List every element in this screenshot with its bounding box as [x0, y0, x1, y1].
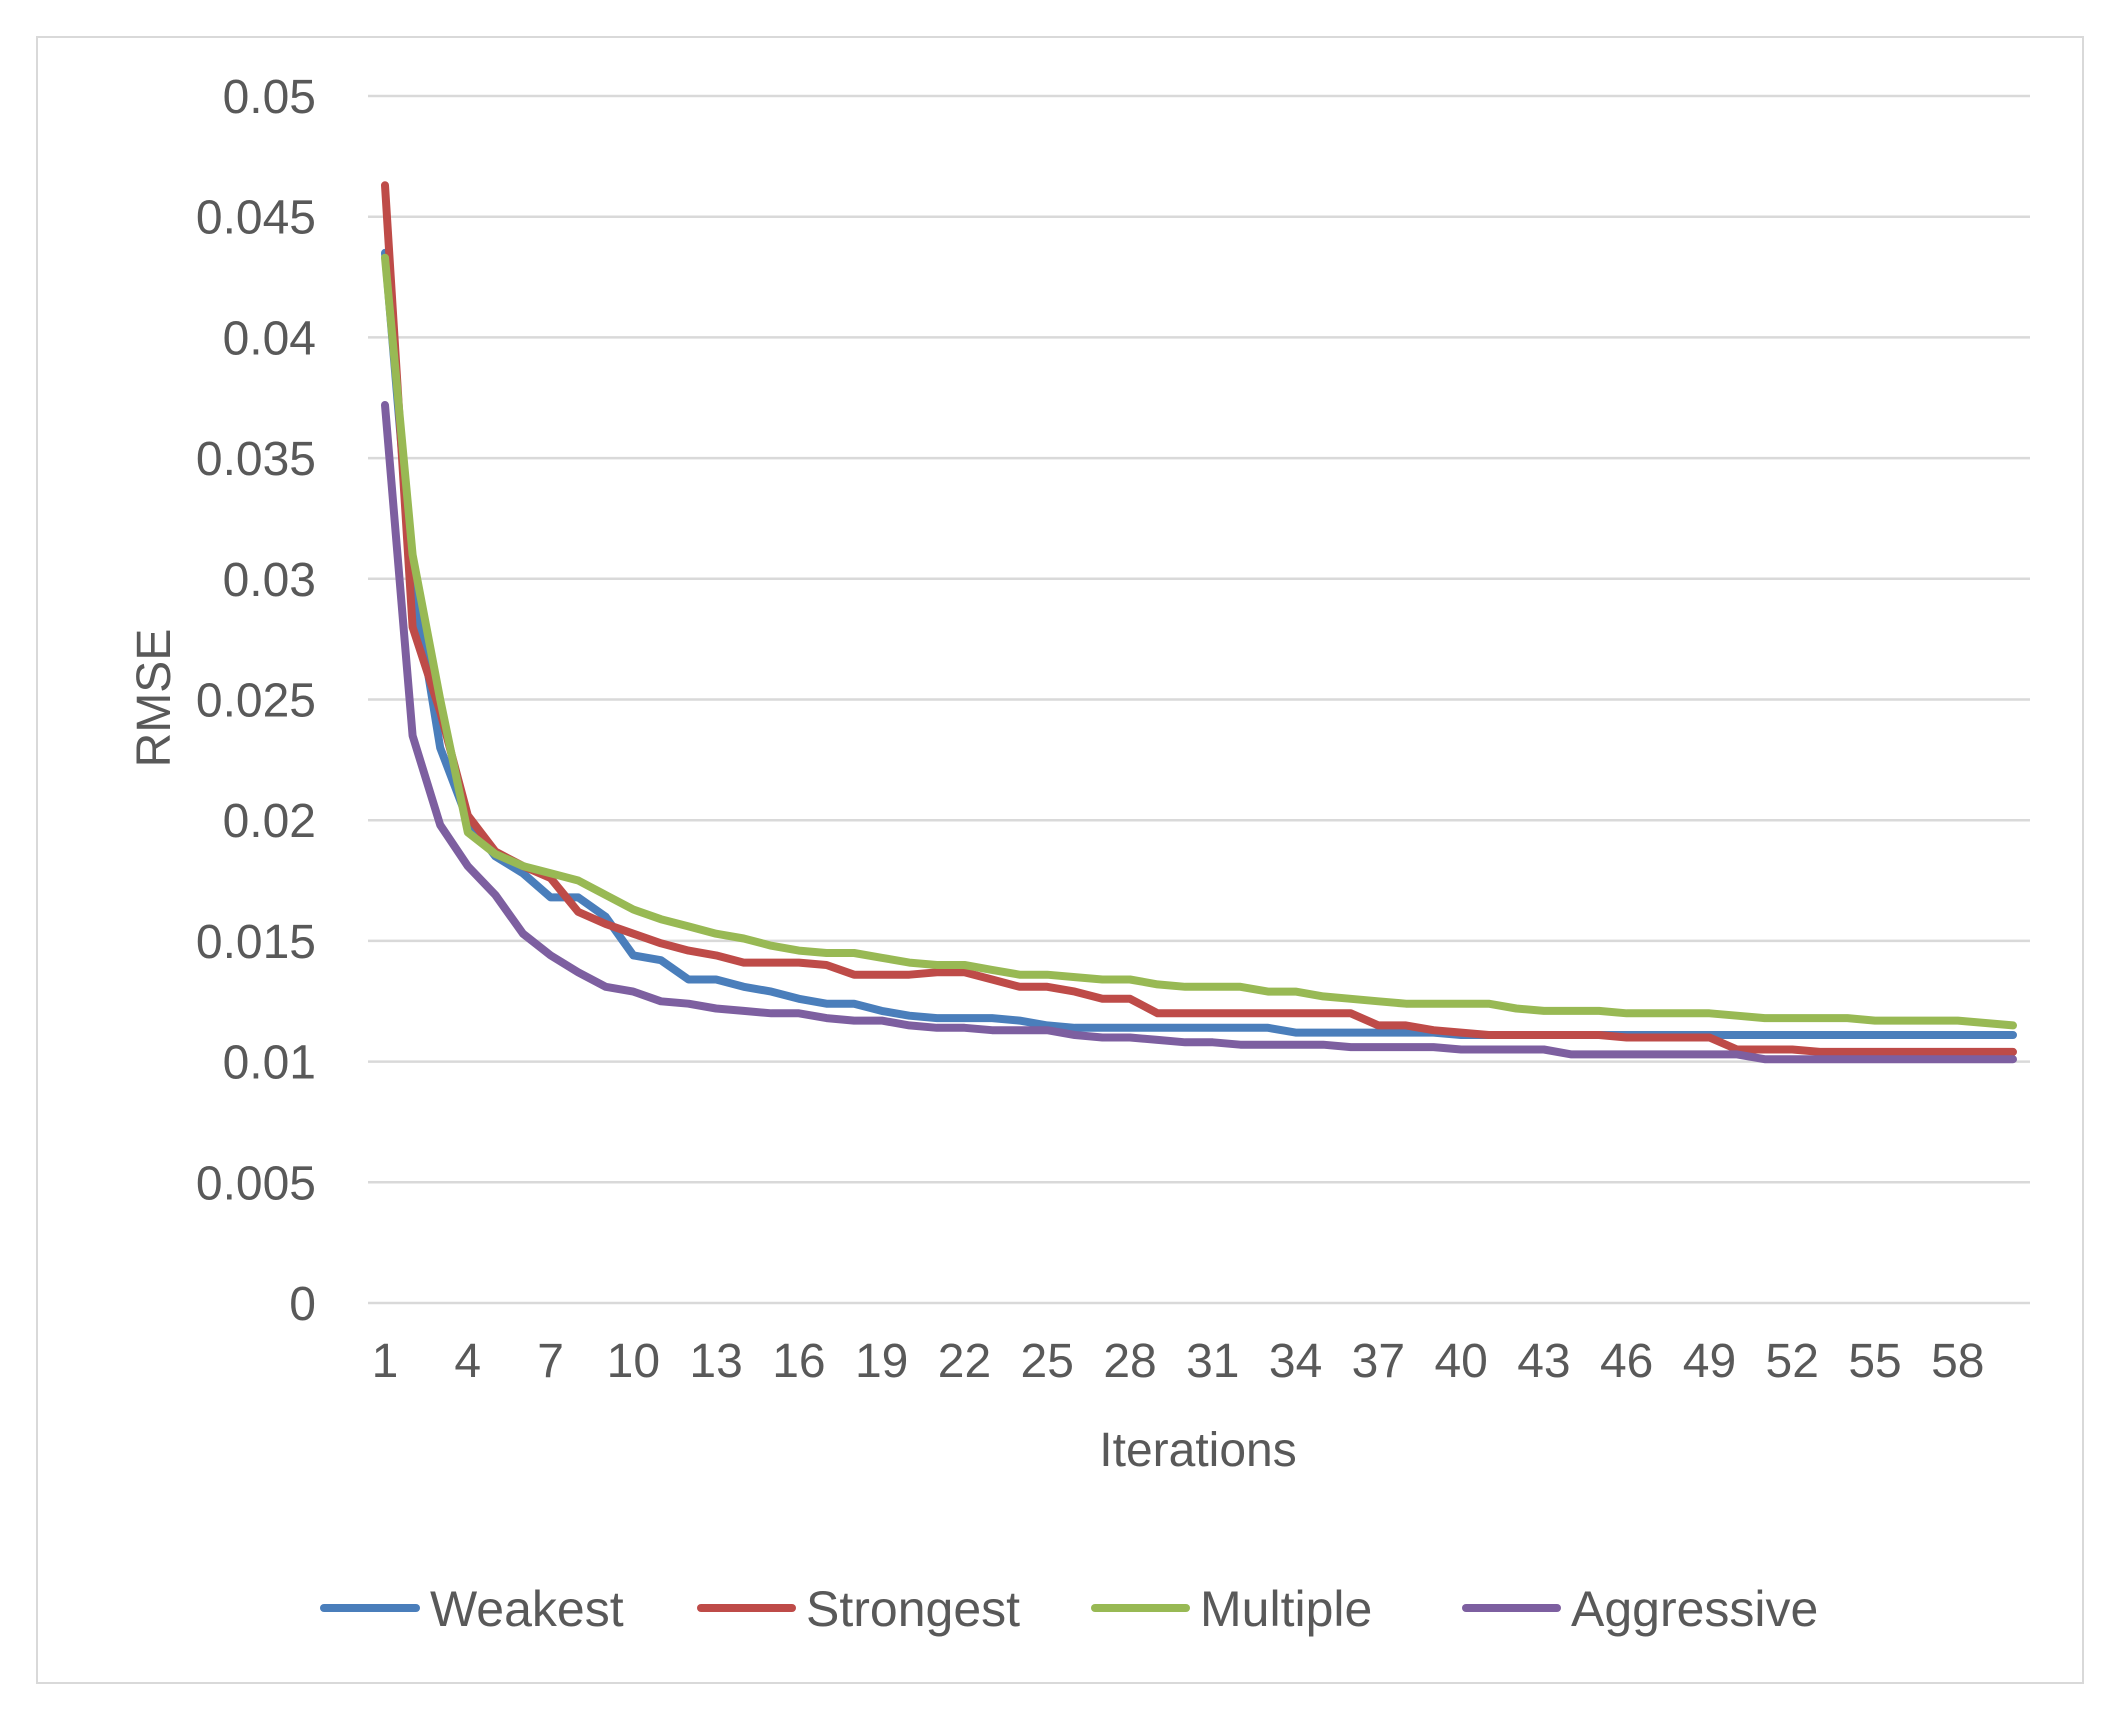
chart-frame: 0 0.005 0.01 0.015 0.02 0.025 0.03 0.035 0.04 0.0…	[36, 36, 2084, 1684]
y-tick-label: 0.045	[196, 192, 316, 245]
x-tick-label: 28	[1103, 1335, 1156, 1388]
legend: Weakest Strongest Multiple Aggressive	[320, 1581, 1818, 1637]
x-tick-label: 16	[772, 1335, 825, 1388]
series-line-weakest	[381, 248, 2017, 1039]
y-axis-title: RMSE	[128, 629, 181, 768]
y-tick-label: 0.015	[196, 916, 316, 969]
gridlines	[368, 94, 2030, 1305]
x-tick-label: 34	[1269, 1335, 1322, 1388]
legend-label-multiple: Multiple	[1200, 1581, 1372, 1637]
x-axis-title: Iterations	[1099, 1424, 1296, 1477]
x-tick-label: 49	[1683, 1335, 1736, 1388]
y-tick-label: 0.035	[196, 433, 316, 486]
line-chart: 0 0.005 0.01 0.015 0.02 0.025 0.03 0.035 0.04 0.0…	[128, 71, 2030, 1637]
y-tick-label: 0.025	[196, 675, 316, 728]
x-tick-label: 19	[855, 1335, 908, 1388]
x-tick-label: 4	[454, 1335, 481, 1388]
x-tick-label: 58	[1931, 1335, 1984, 1388]
x-tick-label: 31	[1186, 1335, 1239, 1388]
y-tick-label: 0.03	[223, 554, 316, 607]
y-tick-label: 0.02	[223, 795, 316, 848]
y-tick-label: 0	[289, 1278, 316, 1331]
legend-label-weakest: Weakest	[430, 1581, 624, 1637]
x-tick-label: 25	[1021, 1335, 1074, 1388]
series-line-multiple	[381, 253, 2017, 1030]
series-lines	[381, 181, 2017, 1064]
series-line-strongest	[381, 181, 2017, 1056]
y-axis-ticks: 0 0.005 0.01 0.015 0.02 0.025 0.03 0.035 0.04 0.0…	[196, 71, 316, 1331]
x-tick-label: 55	[1848, 1335, 1901, 1388]
x-tick-label: 22	[938, 1335, 991, 1388]
y-tick-label: 0.005	[196, 1157, 316, 1210]
x-tick-label: 46	[1600, 1335, 1653, 1388]
x-tick-label: 1	[372, 1335, 399, 1388]
legend-label-strongest: Strongest	[806, 1581, 1020, 1637]
x-tick-label: 7	[537, 1335, 564, 1388]
y-tick-label: 0.05	[223, 71, 316, 124]
x-tick-label: 13	[689, 1335, 742, 1388]
y-tick-label: 0.04	[223, 312, 316, 365]
x-tick-label: 10	[607, 1335, 660, 1388]
x-tick-label: 37	[1352, 1335, 1405, 1388]
y-tick-label: 0.01	[223, 1037, 316, 1090]
x-axis-ticks: 1 4 7 10 13 16 19 22 25 28 31 34 37 40 43 46 49 52 55 58	[372, 1335, 1985, 1388]
legend-label-aggressive: Aggressive	[1571, 1581, 1818, 1637]
x-tick-label: 43	[1517, 1335, 1570, 1388]
series-line-aggressive	[381, 401, 2017, 1064]
x-tick-label: 52	[1766, 1335, 1819, 1388]
x-tick-label: 40	[1434, 1335, 1487, 1388]
